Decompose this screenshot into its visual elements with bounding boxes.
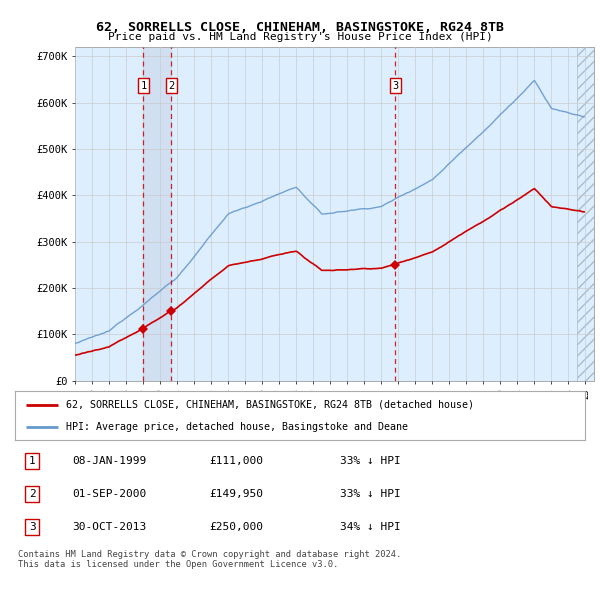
Text: 62, SORRELLS CLOSE, CHINEHAM, BASINGSTOKE, RG24 8TB: 62, SORRELLS CLOSE, CHINEHAM, BASINGSTOK…: [96, 21, 504, 34]
Text: £111,000: £111,000: [209, 456, 263, 466]
Text: 3: 3: [392, 81, 398, 90]
Text: 33% ↓ HPI: 33% ↓ HPI: [340, 456, 401, 466]
Bar: [143, 47, 172, 381]
Bar: [577, 47, 594, 381]
Text: 2: 2: [169, 81, 175, 90]
Text: 30-OCT-2013: 30-OCT-2013: [72, 522, 146, 532]
Text: 1: 1: [140, 81, 146, 90]
Text: 1: 1: [29, 456, 35, 466]
Text: 33% ↓ HPI: 33% ↓ HPI: [340, 489, 401, 499]
Text: 62, SORRELLS CLOSE, CHINEHAM, BASINGSTOKE, RG24 8TB (detached house): 62, SORRELLS CLOSE, CHINEHAM, BASINGSTOK…: [66, 399, 475, 409]
Text: £250,000: £250,000: [209, 522, 263, 532]
Text: 01-SEP-2000: 01-SEP-2000: [72, 489, 146, 499]
Text: 3: 3: [29, 522, 35, 532]
Text: Contains HM Land Registry data © Crown copyright and database right 2024.
This d: Contains HM Land Registry data © Crown c…: [18, 550, 401, 569]
Text: 08-JAN-1999: 08-JAN-1999: [72, 456, 146, 466]
Text: HPI: Average price, detached house, Basingstoke and Deane: HPI: Average price, detached house, Basi…: [66, 422, 409, 432]
Text: 2: 2: [29, 489, 35, 499]
Text: Price paid vs. HM Land Registry's House Price Index (HPI): Price paid vs. HM Land Registry's House …: [107, 32, 493, 42]
Text: £149,950: £149,950: [209, 489, 263, 499]
Text: 34% ↓ HPI: 34% ↓ HPI: [340, 522, 401, 532]
